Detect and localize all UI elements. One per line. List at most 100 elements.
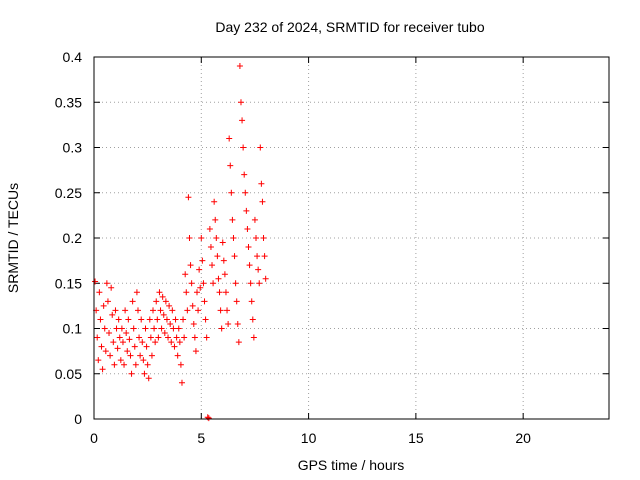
data-point — [196, 266, 203, 273]
data-point — [169, 307, 176, 314]
data-point — [224, 307, 231, 314]
data-point — [176, 339, 183, 346]
data-point — [140, 357, 147, 364]
data-point — [118, 325, 125, 332]
data-point — [206, 225, 213, 232]
data-point — [244, 225, 251, 232]
data-point — [173, 334, 180, 341]
data-point — [240, 144, 247, 151]
data-point — [211, 198, 218, 205]
data-point — [106, 330, 113, 337]
data-point — [126, 336, 133, 343]
data-point — [174, 352, 181, 359]
data-point — [130, 325, 137, 332]
data-point — [231, 253, 238, 260]
data-point — [107, 352, 114, 359]
data-point — [101, 325, 108, 332]
data-point — [188, 280, 195, 287]
data-point — [113, 325, 120, 332]
data-point — [175, 325, 182, 332]
data-point — [218, 325, 225, 332]
data-point — [260, 235, 267, 241]
data-point — [197, 284, 204, 291]
data-point — [257, 144, 264, 151]
data-point — [242, 189, 249, 196]
data-point — [183, 289, 190, 296]
data-point — [108, 284, 115, 291]
data-point — [168, 339, 175, 346]
data-point — [215, 275, 222, 282]
data-point — [203, 334, 210, 341]
data-point — [185, 194, 192, 201]
y-tick-label: 0.25 — [55, 185, 82, 201]
data-point — [230, 235, 237, 241]
data-point — [217, 307, 224, 314]
data-point — [177, 361, 184, 368]
data-point — [198, 235, 205, 241]
data-point — [121, 361, 128, 368]
data-point — [249, 316, 256, 323]
y-tick-label: 0.4 — [63, 49, 83, 65]
data-point — [234, 320, 241, 327]
data-point — [166, 302, 173, 309]
data-point — [247, 280, 254, 287]
data-point — [182, 271, 189, 278]
data-point — [139, 339, 146, 346]
data-point — [253, 235, 260, 241]
data-point — [110, 339, 117, 346]
data-point — [136, 334, 143, 341]
data-point — [131, 343, 138, 350]
data-point — [157, 307, 164, 314]
data-point — [141, 370, 148, 377]
data-point — [250, 334, 257, 341]
data-points — [92, 63, 269, 422]
data-point — [239, 117, 246, 124]
y-tick-label: 0.2 — [63, 230, 83, 246]
data-point — [109, 311, 116, 318]
data-point — [132, 361, 139, 368]
data-point — [184, 307, 191, 314]
data-point — [98, 343, 105, 350]
data-point — [170, 325, 177, 332]
data-point — [216, 289, 223, 296]
data-point — [163, 316, 170, 323]
data-point — [199, 257, 206, 264]
data-point — [125, 316, 132, 323]
data-point — [94, 334, 101, 341]
data-point — [156, 289, 163, 296]
data-point — [142, 325, 149, 332]
data-point — [210, 280, 217, 287]
data-point — [115, 316, 122, 323]
data-point — [128, 370, 135, 377]
data-point — [251, 216, 258, 223]
data-point — [133, 289, 140, 296]
data-point — [262, 275, 269, 282]
data-point — [154, 316, 161, 323]
data-point — [194, 289, 200, 296]
data-point — [160, 311, 167, 318]
data-point — [221, 271, 228, 278]
data-point — [227, 162, 234, 169]
data-point — [96, 289, 103, 296]
data-point — [145, 375, 152, 382]
data-point — [222, 289, 229, 296]
data-point — [246, 262, 253, 269]
data-point — [117, 357, 124, 364]
x-tick-label: 15 — [408, 430, 424, 446]
data-point — [233, 298, 240, 305]
data-point — [155, 334, 162, 341]
data-point — [172, 316, 179, 323]
data-point — [229, 216, 236, 223]
data-point — [122, 307, 129, 314]
data-point — [232, 280, 239, 287]
data-point — [228, 189, 235, 196]
data-point — [129, 298, 136, 305]
data-point — [191, 334, 198, 341]
plot-frame — [93, 56, 610, 420]
data-point — [138, 316, 145, 323]
x-tick-label: 20 — [515, 430, 531, 446]
data-point — [146, 316, 153, 323]
y-axis-label: SRMTID / TECUs — [5, 183, 21, 293]
data-point — [209, 262, 216, 269]
